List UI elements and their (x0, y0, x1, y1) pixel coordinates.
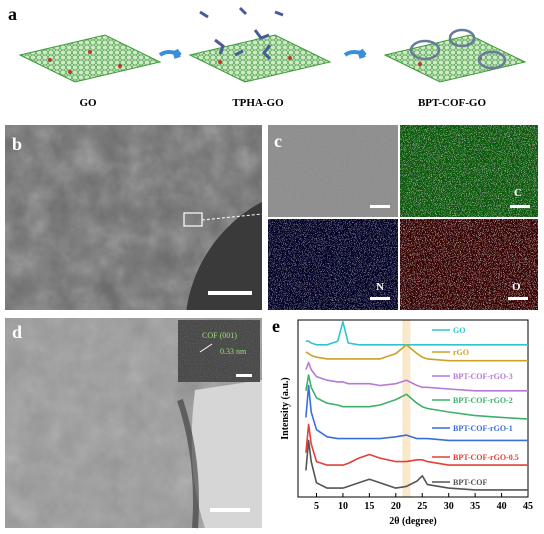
legend-label: BPT-COF-rGO-0.5 (453, 453, 519, 462)
sem-image (5, 125, 262, 310)
x-tick-label: 40 (497, 501, 507, 512)
eds-maps (268, 125, 538, 310)
x-tick-label: 45 (523, 501, 533, 512)
xrd-curve (305, 439, 528, 491)
panel-label: d (12, 322, 22, 342)
panel-label: e (272, 316, 280, 336)
inset-text: COF (001) (202, 331, 237, 340)
legend-label: GO (453, 326, 465, 335)
x-tick-label: 10 (338, 501, 348, 512)
panel-label: b (12, 134, 22, 154)
x-tick-label: 30 (444, 501, 454, 512)
legend-label: BPT-COF-rGO-1 (453, 424, 513, 433)
legend-label: rGO (453, 348, 469, 357)
legend-label: BPT-COF-rGO-2 (453, 396, 513, 405)
panel-label: a (8, 4, 17, 24)
xrd-chart: 5 10 15 20 25 30 35 40 45 2θ (degree) Intensity (a… (280, 319, 533, 527)
xrd-curve (305, 344, 528, 362)
xrd-curve (305, 361, 528, 392)
legend-label: BPT-COF-rGO-3 (453, 372, 513, 381)
element-label: N (376, 281, 384, 293)
tem-image (5, 318, 262, 529)
x-tick-label: 15 (364, 501, 374, 512)
xrd-curve (305, 423, 528, 466)
element-label: O (512, 281, 521, 293)
step-label: GO (79, 97, 97, 109)
highlight-band (402, 320, 411, 497)
x-axis-title: 2θ (degree) (389, 516, 437, 527)
step-label: TPHA-GO (232, 97, 284, 109)
legend-label: BPT-COF (453, 478, 487, 487)
inset-text: 0.33 nm (220, 347, 247, 356)
panel-label: c (274, 131, 282, 151)
x-tick-label: 35 (470, 501, 480, 512)
x-tick-label: 25 (417, 501, 427, 512)
y-axis-title: Intensity (a.u.) (280, 377, 291, 440)
x-tick-label: 20 (391, 501, 401, 512)
xrd-curve (305, 374, 529, 420)
xrd-curve (305, 384, 528, 442)
element-label: C (514, 187, 522, 199)
x-tick-label: 5 (314, 501, 319, 512)
xrd-curve (305, 321, 528, 346)
graphene-sheets (18, 6, 527, 83)
step-label: BPT-COF-GO (418, 97, 486, 109)
plot-frame (297, 319, 529, 498)
